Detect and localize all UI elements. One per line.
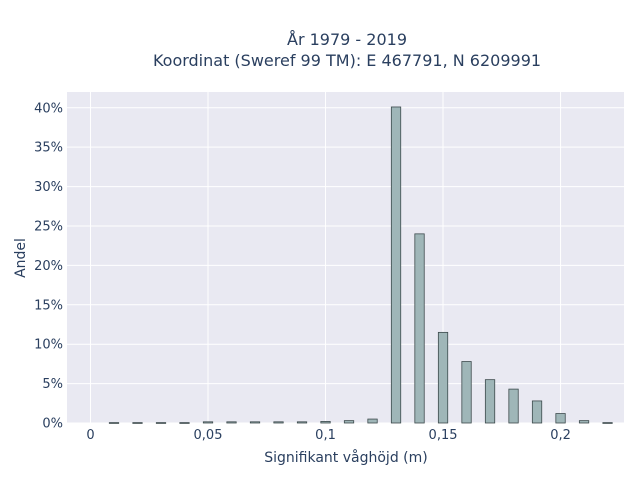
x-axis-ticks: 0 0,05 0,1 0,15 0,2 <box>86 428 571 443</box>
histogram-bar <box>296 421 308 424</box>
y-tick-label: 5% <box>42 377 63 392</box>
plot-area <box>67 92 624 423</box>
y-tick-label: 20% <box>34 259 63 274</box>
histogram-bar <box>555 413 566 424</box>
y-axis-ticks: 0% 5% 10% 15% 20% 25% 30% 35% 40% <box>34 101 63 431</box>
y-axis-title: Andel <box>13 238 29 278</box>
histogram-bar <box>132 422 143 424</box>
y-tick-label: 30% <box>34 180 63 195</box>
x-tick-label: 0,15 <box>429 428 458 443</box>
histogram-bar <box>461 361 472 424</box>
histogram-bar <box>320 421 331 424</box>
histogram-bar <box>249 421 261 424</box>
histogram-bar <box>414 233 425 424</box>
histogram-bar <box>155 422 167 424</box>
x-tick-label: 0,1 <box>315 428 336 443</box>
bars <box>108 106 613 424</box>
histogram-bar <box>578 420 590 424</box>
histogram-bar <box>437 331 449 424</box>
histogram-bar <box>202 421 214 424</box>
histogram-bar <box>531 400 543 424</box>
y-tick-label: 25% <box>34 219 63 234</box>
x-axis-title: Signifikant våghöjd (m) <box>264 449 427 466</box>
histogram-bar <box>179 422 190 424</box>
y-tick-label: 40% <box>34 101 63 116</box>
histogram-bar <box>390 106 402 424</box>
histogram-bar <box>367 418 378 424</box>
histogram-bar <box>602 422 613 424</box>
histogram-bar <box>484 379 496 424</box>
y-tick-label: 35% <box>34 141 63 156</box>
histogram-bar <box>273 421 284 424</box>
histogram-bar <box>508 388 519 424</box>
histogram-bar <box>226 421 237 424</box>
y-tick-label: 10% <box>34 338 63 353</box>
x-tick-label: 0,2 <box>550 428 571 443</box>
chart-title-line-2: Koordinat (Sweref 99 TM): E 467791, N 62… <box>153 51 541 70</box>
histogram-bar <box>343 420 355 424</box>
x-tick-label: 0,05 <box>194 428 223 443</box>
histogram-bar <box>108 422 120 424</box>
x-tick-label: 0 <box>86 428 94 443</box>
chart-title-line-1: År 1979 - 2019 <box>287 30 407 49</box>
y-tick-label: 15% <box>34 298 63 313</box>
y-tick-label: 0% <box>42 417 63 432</box>
